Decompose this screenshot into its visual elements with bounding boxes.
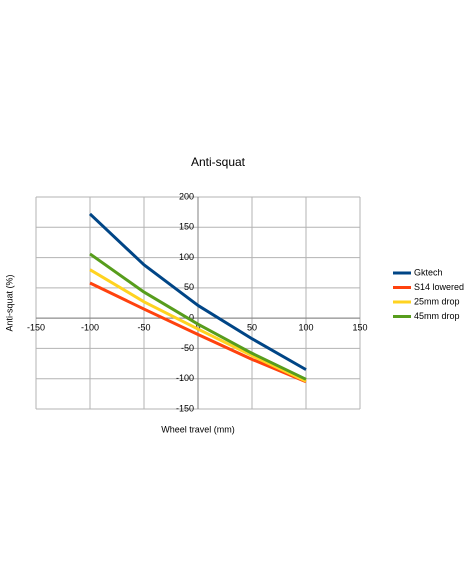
x-tick-label: -100 xyxy=(81,323,99,333)
y-axis-label: Anti-squat (%) xyxy=(4,274,14,331)
y-tick-label: 50 xyxy=(184,282,194,292)
y-tick-label: -50 xyxy=(181,343,194,353)
legend-label: S14 lowered xyxy=(414,282,464,292)
legend-label: 45mm drop xyxy=(414,311,460,321)
legend-label: Gktech xyxy=(414,267,443,277)
y-tick-label: 200 xyxy=(179,191,194,201)
chart-title: Anti-squat xyxy=(191,155,246,169)
x-tick-label: 50 xyxy=(247,323,257,333)
series-line xyxy=(88,212,307,371)
y-tick-label: 150 xyxy=(179,222,194,232)
legend-label: 25mm drop xyxy=(414,296,460,306)
x-axis-label: Wheel travel (mm) xyxy=(161,424,235,434)
y-tick-label: 0 xyxy=(189,313,194,323)
x-tick-label: -150 xyxy=(27,323,45,333)
x-tick-label: -50 xyxy=(137,323,150,333)
y-tick-label: -100 xyxy=(176,373,194,383)
x-tick-label: 150 xyxy=(352,323,367,333)
series-line xyxy=(89,268,307,383)
y-tick-label: 100 xyxy=(179,252,194,262)
series-line xyxy=(89,252,307,381)
y-tick-label: -150 xyxy=(176,403,194,413)
x-tick-label: 100 xyxy=(298,323,313,333)
series-line xyxy=(89,281,307,384)
